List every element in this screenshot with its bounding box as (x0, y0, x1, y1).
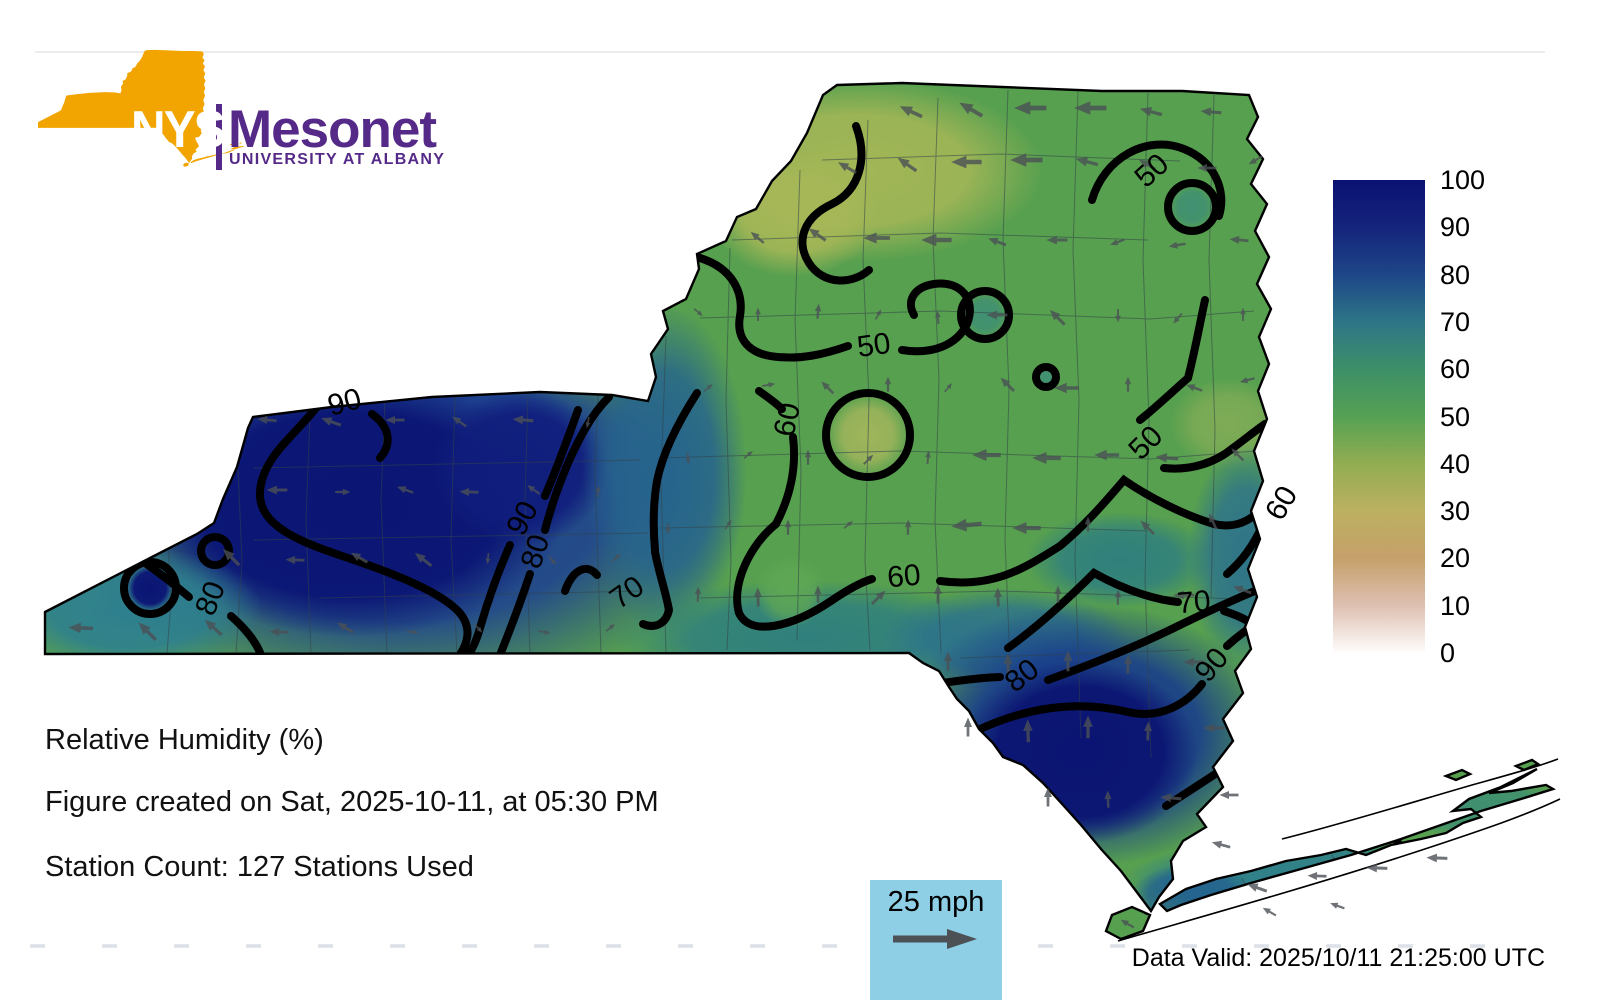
contour-label: 50 (855, 327, 893, 364)
colorbar-tick-label: 80 (1440, 259, 1471, 290)
colorbar-tick-label: 0 (1440, 638, 1456, 668)
colorbar-tick-label: 40 (1440, 448, 1471, 479)
wind-arrow (1218, 789, 1240, 801)
colorbar-tick-label: 10 (1440, 590, 1471, 621)
station-count-text: Station Count: 127 Stations Used (45, 851, 474, 883)
logo-nys-text: NYS (131, 101, 226, 159)
colorbar-tick-label: 30 (1440, 496, 1471, 527)
humidity-colorbar (1333, 180, 1425, 653)
wind-arrow (1424, 851, 1450, 865)
colorbar-tick-label: 70 (1440, 306, 1471, 337)
colorbar-tick-labels: 100 90 80 70 60 50 40 30 20 10 0 (1440, 165, 1520, 668)
colorbar-tick-label: 20 (1440, 543, 1471, 574)
map-title: Relative Humidity (%) (45, 724, 324, 756)
colorbar-tick-label: 60 (1440, 354, 1471, 385)
logo-mesonet-text: Mesonet (228, 100, 437, 159)
wind-speed-label: 25 mph (887, 886, 985, 918)
colorbar-tick-label: 90 (1440, 212, 1471, 243)
contour-label: 60 (886, 559, 922, 595)
humidity-contour-lines (120, 122, 1414, 888)
data-valid-timestamp: Data Valid: 2025/10/11 21:25:00 UTC (1131, 944, 1545, 972)
colorbar-tick-label: 50 (1440, 401, 1471, 432)
colorbar-tick-label: 100 (1440, 165, 1486, 195)
wind-arrow (1260, 903, 1279, 920)
contour-label: 60 (768, 400, 807, 440)
wind-arrow (962, 716, 974, 738)
logo-university-text: UNIVERSITY AT ALBANY (229, 151, 446, 168)
nys-mesonet-logo-shape (38, 49, 245, 170)
wind-legend-arrow-icon (893, 929, 977, 949)
wind-arrow (1364, 861, 1390, 875)
wind-arrow (1305, 870, 1329, 882)
wind-arrow (1209, 837, 1233, 853)
wind-arrow (1327, 899, 1347, 913)
coastline-lines (1117, 758, 1561, 942)
contour-label: 60 (1259, 481, 1304, 526)
contour-label: 70 (1176, 585, 1212, 621)
figure-created-text: Figure created on Sat, 2025-10-11, at 05… (45, 786, 659, 818)
wind-speed-legend: 25 mph (870, 880, 1002, 1000)
logo-divider-bar (216, 104, 222, 170)
